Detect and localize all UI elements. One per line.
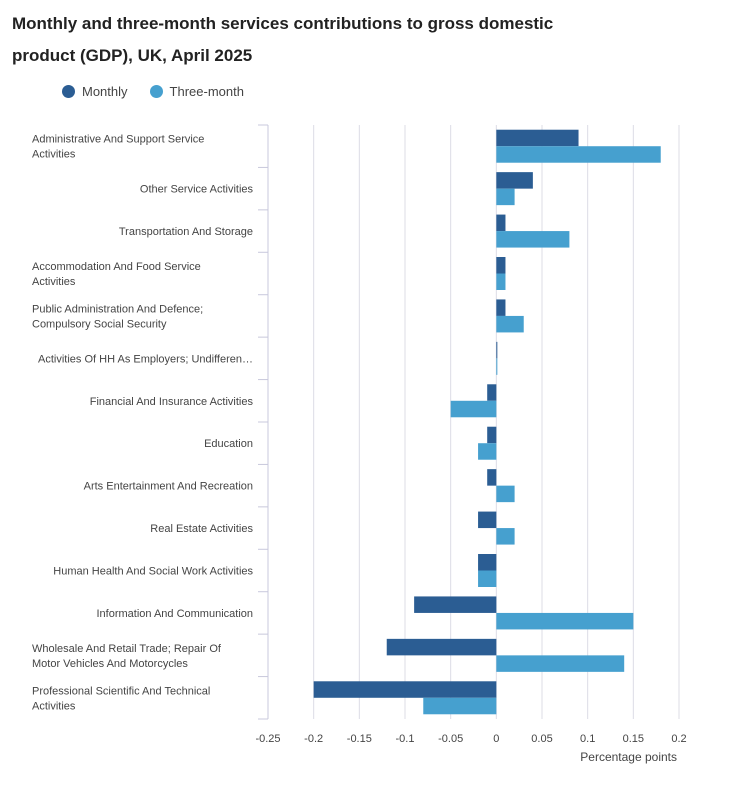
category-label-line: Real Estate Activities (150, 523, 253, 535)
chart-legend: Monthly Three-month (62, 84, 244, 99)
category-label-line: Financial And Insurance Activities (90, 396, 254, 408)
x-axis-title: Percentage points (580, 750, 677, 764)
category-label: Education (204, 438, 253, 450)
category-label-line: Activities (32, 149, 76, 161)
chart-title: Monthly and three-month services contrib… (12, 14, 554, 65)
category-label: Activities Of HH As Employers; Undiffere… (38, 353, 253, 365)
category-label-line: Education (204, 438, 253, 450)
bar-monthly (496, 214, 506, 232)
x-tick-label: -0.05 (438, 733, 463, 745)
x-tick-label: 0.1 (580, 733, 595, 745)
bar-monthly (487, 469, 497, 486)
bar-three-month (423, 697, 497, 715)
category-label-line: Activities Of HH As Employers; Undiffere… (38, 353, 253, 365)
category-label-line: Motor Vehicles And Motorcycles (32, 658, 188, 670)
category-label: Real Estate Activities (150, 523, 253, 535)
bar-monthly (478, 511, 497, 529)
bar-three-month (496, 231, 570, 248)
category-label-line: Activities (32, 276, 76, 288)
bar-monthly (478, 554, 497, 571)
bar-monthly (386, 638, 497, 656)
category-label-line: Public Administration And Defence; (32, 303, 203, 315)
legend-item-monthly[interactable]: Monthly (62, 84, 128, 99)
legend-label-monthly: Monthly (82, 84, 128, 99)
category-label: Professional Scientific And Technical Act… (32, 685, 210, 712)
x-tick-label: -0.1 (396, 733, 415, 745)
x-tick-label: -0.2 (304, 733, 323, 745)
bar-three-month (496, 612, 634, 630)
category-label-line: Administrative And Support Service (32, 134, 204, 146)
x-tick-label: 0.05 (531, 733, 552, 745)
category-label-line: Information And Communication (96, 608, 253, 620)
bar-monthly (496, 299, 506, 316)
bar-three-month (496, 273, 506, 290)
category-label-line: Arts Entertainment And Recreation (84, 481, 253, 493)
legend-label-three-month: Three-month (169, 84, 244, 99)
category-label: Other Service Activities (140, 184, 254, 196)
x-tick-label: 0 (493, 733, 499, 745)
category-label-line: Human Health And Social Work Activities (53, 566, 253, 578)
bar-monthly (496, 341, 498, 359)
category-label: Human Health And Social Work Activities (53, 566, 253, 578)
bar-three-month (478, 570, 497, 587)
bar-three-month (496, 188, 515, 206)
bar-three-month (496, 655, 625, 672)
category-label: Accommodation And Food Service Activities (32, 261, 201, 288)
category-label-line: Other Service Activities (140, 184, 254, 196)
bar-monthly (487, 384, 497, 401)
category-label: Financial And Insurance Activities (90, 396, 254, 408)
bar-monthly (414, 596, 497, 613)
category-label-line: Wholesale And Retail Trade; Repair Of (32, 643, 222, 655)
category-label-line: Transportation And Storage (119, 226, 253, 238)
legend-swatch-three-month (149, 85, 163, 98)
bar-three-month (496, 485, 515, 503)
x-tick-label: -0.25 (255, 733, 280, 745)
x-tick-label: 0.15 (623, 733, 644, 745)
category-label: Wholesale And Retail Trade; Repair Of Mot… (32, 643, 222, 670)
bar-three-month (496, 528, 515, 545)
bar-three-month (450, 400, 497, 418)
bar-monthly (496, 257, 506, 274)
bar-monthly (496, 129, 579, 147)
category-label-line: Accommodation And Food Service (32, 261, 201, 273)
category-label-line: Professional Scientific And Technical (32, 685, 210, 697)
category-label: Transportation And Storage (119, 226, 253, 238)
bar-three-month (496, 315, 524, 333)
bar-three-month (496, 358, 498, 375)
category-label-line: Activities (32, 700, 76, 712)
category-label-line: Compulsory Social Security (32, 318, 167, 330)
category-label: Public Administration And Defence; Compul… (32, 303, 203, 330)
legend-item-three-month[interactable]: Three-month (149, 84, 244, 99)
legend-swatch-monthly (62, 85, 75, 98)
bar-three-month (496, 146, 661, 163)
x-tick-label: -0.15 (347, 733, 372, 745)
bar-monthly (496, 172, 533, 189)
category-label: Administrative And Support Service Activi… (32, 134, 204, 161)
bar-three-month (478, 443, 497, 460)
bar-monthly (487, 426, 497, 444)
x-tick-label: 0.2 (671, 733, 686, 745)
category-label: Arts Entertainment And Recreation (84, 481, 253, 493)
bar-monthly (313, 681, 497, 698)
category-label: Information And Communication (96, 608, 253, 620)
